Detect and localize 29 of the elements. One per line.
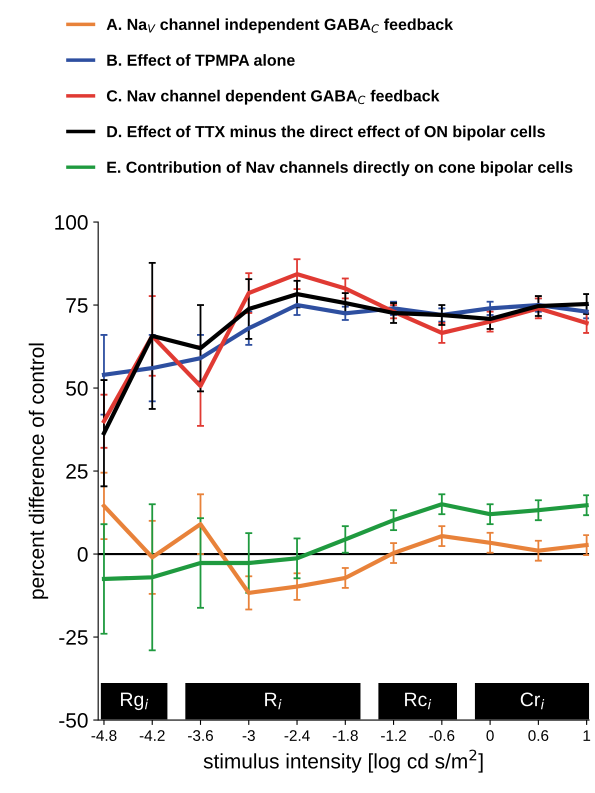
y-tick-label: 50: [66, 381, 88, 396]
band-label: Rc$_{i}$: [405, 692, 432, 710]
legend-label: C. Nav channel dependent GABA$_{C}$ feedback: [106, 90, 440, 105]
band-label: Cr$_{i}$: [520, 692, 544, 710]
x-axis-title: stimulus intensity [log cd s/m$^{2}$]: [204, 750, 483, 773]
x-tick-label: -4.8: [91, 730, 116, 741]
band-label: R$_{i}$: [265, 692, 282, 710]
x-tick-label: -1.8: [332, 730, 358, 741]
legend-label: D. Effect of TTX minus the direct effect of ON bipolar cells: [107, 126, 545, 140]
x-tick-label: -0.6: [429, 730, 454, 741]
legend-label: B. Effect of TPMPA alone: [107, 54, 295, 66]
y-axis-title: percent difference of control: [28, 343, 48, 599]
x-tick-label: -2.4: [284, 730, 310, 741]
x-tick-label: 0: [486, 730, 494, 741]
x-tick-label: -3.6: [188, 730, 213, 741]
y-tick-label: 100: [55, 215, 88, 230]
y-tick-label: 0: [78, 547, 88, 562]
x-tick-label: -1.2: [381, 730, 406, 741]
x-tick-label: 1: [584, 730, 590, 741]
x-tick-label: -3: [242, 730, 255, 741]
y-tick-label: 25: [66, 464, 88, 479]
y-tick-label: -50: [59, 713, 88, 728]
legend-label: E. Contribution of Nav channels directly on cone bipolar cells: [107, 161, 572, 176]
legend-label: A. Na$_{V}$ channel independent GABA$_{C}$ feedback: [106, 18, 454, 34]
y-tick-label: 75: [66, 298, 88, 313]
x-tick-label: -4.2: [140, 730, 165, 741]
x-tick-label: 0.6: [528, 730, 548, 741]
band-label: Rg$_{i}$: [121, 692, 148, 710]
y-tick-label: -25: [59, 630, 88, 645]
